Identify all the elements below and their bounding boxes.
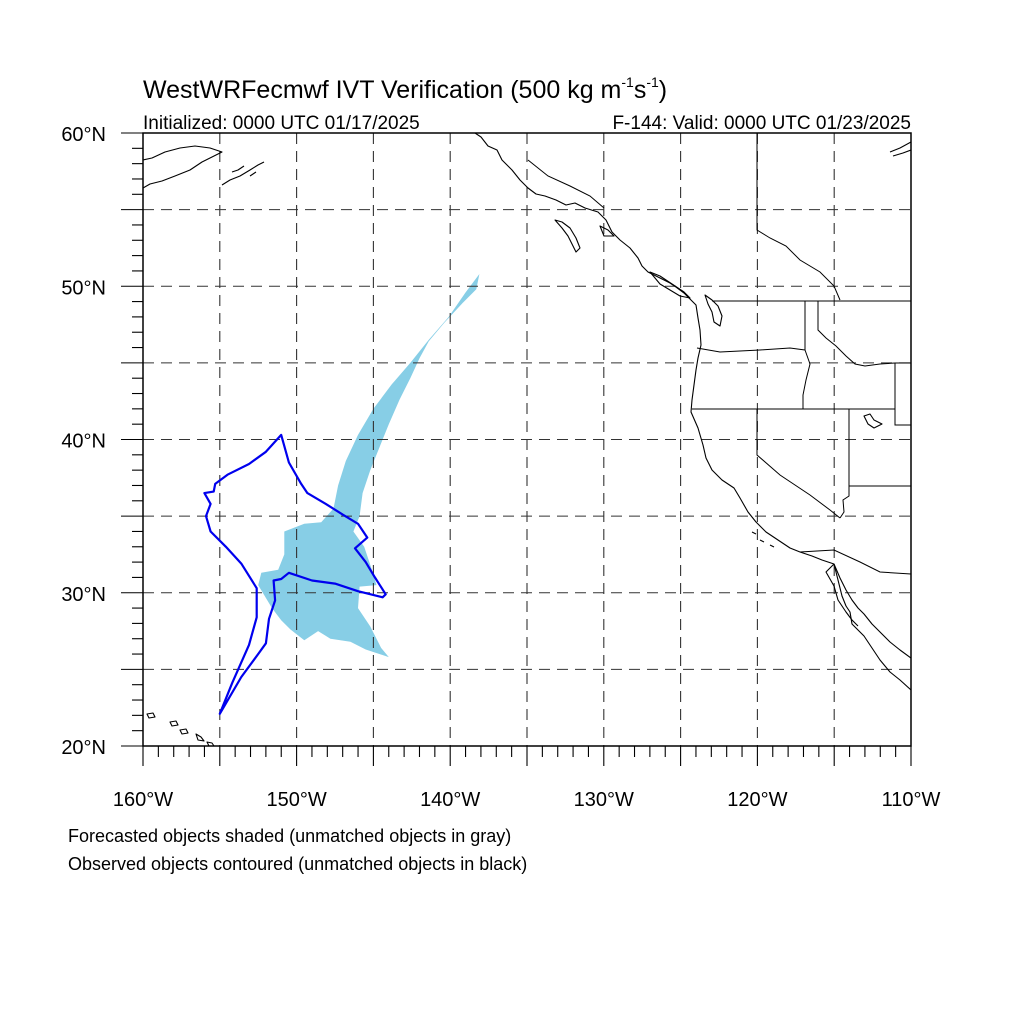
coastline-hudson-bay-edge bbox=[889, 141, 911, 157]
forecast-objects bbox=[258, 274, 480, 658]
observed-ivt-object bbox=[203, 433, 387, 715]
map-frame bbox=[142, 132, 912, 747]
coastline-vancouver-island bbox=[599, 225, 691, 299]
lon-tick-label: 120°W bbox=[727, 789, 787, 811]
hawaii-islands bbox=[146, 712, 215, 746]
land-outlines bbox=[143, 133, 911, 746]
map-panel bbox=[121, 132, 912, 766]
latitude-labels: 60°N 50°N 40°N 30°N 20°N bbox=[61, 124, 106, 759]
lat-tick-label: 50°N bbox=[61, 277, 106, 299]
alaska-canada-border bbox=[527, 159, 605, 209]
lon-tick-label: 110°W bbox=[882, 789, 941, 811]
coastline-haida-gwaii bbox=[554, 219, 581, 253]
lon-tick-label: 130°W bbox=[574, 789, 634, 811]
coastline-baja-west bbox=[825, 563, 859, 627]
lon-tick-label: 140°W bbox=[420, 789, 480, 811]
coastline-baja bbox=[833, 563, 911, 691]
bc-alberta-border bbox=[756, 133, 841, 301]
coastline-west-coast bbox=[474, 133, 911, 659]
california-nevada-border bbox=[756, 409, 841, 519]
idaho-montana-border bbox=[817, 301, 896, 367]
channel-islands bbox=[751, 531, 775, 548]
figure-title: WestWRFecmwf IVT Verification (500 kg m-… bbox=[143, 74, 667, 104]
forecast-ivt-object bbox=[258, 274, 480, 658]
lat-tick-label: 60°N bbox=[61, 124, 106, 146]
idaho-utah-border bbox=[894, 362, 911, 426]
longitude-labels: 160°W 150°W 140°W 130°W 120°W 110°W bbox=[113, 789, 941, 811]
washington-oregon-border bbox=[696, 347, 806, 353]
oregon-idaho-border bbox=[802, 349, 811, 409]
political-boundaries bbox=[527, 133, 911, 575]
coastline-alaska-islands bbox=[221, 161, 265, 186]
coastline-puget-sound bbox=[704, 294, 723, 327]
init-time-label: Initialized: 0000 UTC 01/17/2025 bbox=[143, 113, 420, 134]
coastline-alaska bbox=[143, 145, 223, 189]
valid-time-label: F-144: Valid: 0000 UTC 01/23/2025 bbox=[612, 113, 911, 134]
footer-forecast-note: Forecasted objects shaded (unmatched obj… bbox=[68, 826, 511, 846]
great-salt-lake bbox=[863, 413, 883, 429]
lat-tick-label: 40°N bbox=[61, 431, 106, 453]
lat-tick-label: 20°N bbox=[61, 737, 106, 759]
arizona-nevada-border bbox=[839, 486, 850, 519]
grid-lines bbox=[143, 133, 911, 746]
lon-tick-label: 160°W bbox=[113, 789, 173, 811]
observed-objects bbox=[203, 433, 387, 715]
lat-tick-label: 30°N bbox=[61, 584, 106, 606]
tick-marks bbox=[121, 132, 912, 766]
us-mexico-border bbox=[799, 549, 911, 575]
lon-tick-label: 150°W bbox=[266, 789, 326, 811]
footer-observed-note: Observed objects contoured (unmatched ob… bbox=[68, 854, 527, 874]
